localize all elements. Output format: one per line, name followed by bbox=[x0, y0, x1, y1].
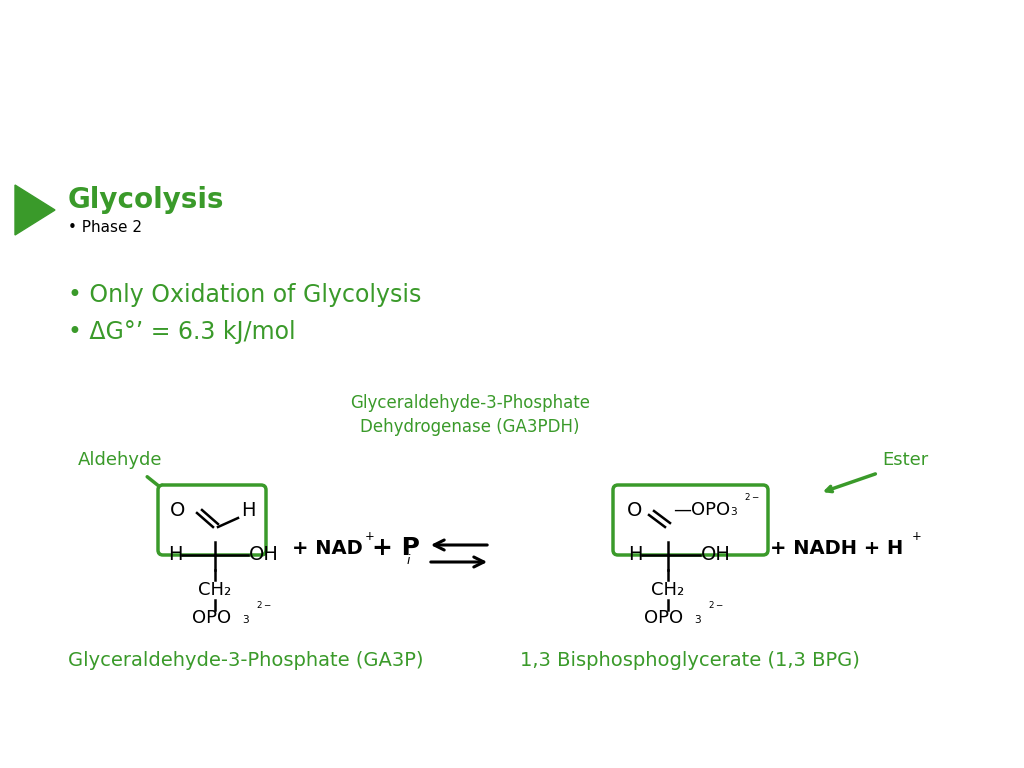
FancyBboxPatch shape bbox=[613, 485, 768, 555]
Text: $^{2-}$: $^{2-}$ bbox=[744, 494, 760, 507]
Text: OH: OH bbox=[249, 545, 279, 564]
Text: O: O bbox=[170, 501, 185, 519]
Text: $^+$: $^+$ bbox=[909, 531, 922, 549]
Text: $_3$: $_3$ bbox=[242, 611, 250, 625]
FancyBboxPatch shape bbox=[158, 485, 266, 555]
Text: Glyceraldehyde-3-Phosphate (GA3P): Glyceraldehyde-3-Phosphate (GA3P) bbox=[68, 650, 424, 670]
Text: + NAD: + NAD bbox=[292, 538, 362, 558]
Text: CH₂: CH₂ bbox=[199, 581, 231, 599]
Text: $^+$: $^+$ bbox=[362, 531, 375, 549]
Text: H: H bbox=[241, 501, 255, 519]
Polygon shape bbox=[15, 185, 55, 235]
Text: H: H bbox=[168, 545, 182, 564]
Text: OH: OH bbox=[701, 545, 731, 564]
Text: OPO: OPO bbox=[644, 609, 683, 627]
Text: + P: + P bbox=[372, 536, 420, 560]
Text: Glycolysis: Glycolysis bbox=[68, 186, 224, 214]
Text: 1,3 Bisphosphoglycerate (1,3 BPG): 1,3 Bisphosphoglycerate (1,3 BPG) bbox=[520, 650, 860, 670]
Text: H: H bbox=[628, 545, 642, 564]
Text: Glyceraldehyde-3-Phosphate
Dehydrogenase (GA3PDH): Glyceraldehyde-3-Phosphate Dehydrogenase… bbox=[350, 393, 590, 436]
Text: $^{2-}$: $^{2-}$ bbox=[708, 601, 724, 614]
Text: • Only Oxidation of Glycolysis: • Only Oxidation of Glycolysis bbox=[68, 283, 421, 307]
Text: $_i$: $_i$ bbox=[406, 549, 412, 567]
Text: Ester: Ester bbox=[882, 451, 928, 469]
Text: + NADH + H: + NADH + H bbox=[770, 538, 903, 558]
Text: O: O bbox=[628, 501, 643, 519]
Text: —OPO: —OPO bbox=[673, 501, 730, 519]
Text: $_3$: $_3$ bbox=[694, 611, 702, 625]
Text: CH₂: CH₂ bbox=[651, 581, 685, 599]
Text: $_3$: $_3$ bbox=[730, 502, 738, 518]
Text: • Phase 2: • Phase 2 bbox=[68, 220, 142, 236]
Text: OPO: OPO bbox=[193, 609, 231, 627]
Text: $^{2-}$: $^{2-}$ bbox=[256, 601, 271, 614]
Text: • ΔG°’ = 6.3 kJ/mol: • ΔG°’ = 6.3 kJ/mol bbox=[68, 320, 296, 344]
Text: Aldehyde: Aldehyde bbox=[78, 451, 162, 469]
